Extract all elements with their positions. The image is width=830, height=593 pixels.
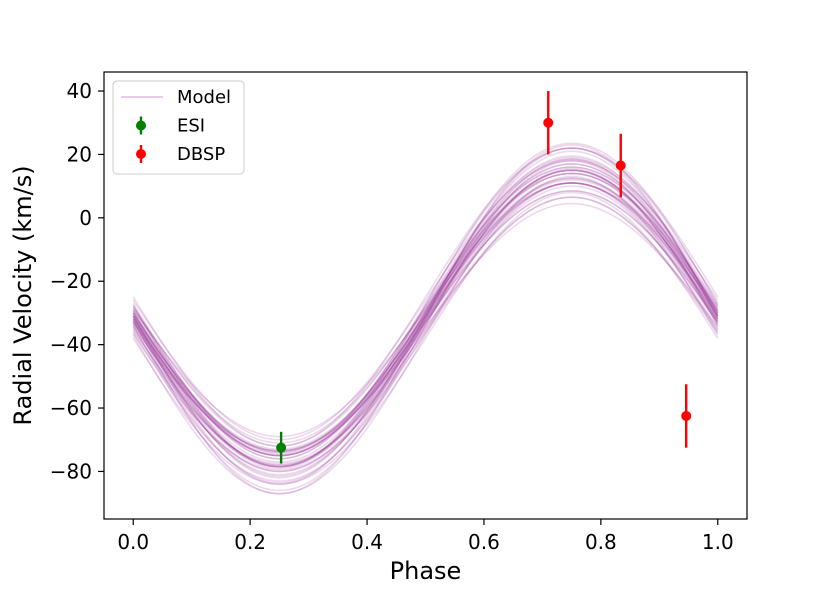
y-tick-label-0: −80 — [50, 459, 92, 483]
y-tick-label-6: 40 — [67, 79, 92, 103]
legend-model-label: Model — [177, 87, 231, 108]
model-curve-17 — [132, 159, 719, 441]
dbsp-point-3 — [681, 384, 692, 448]
legend-dbsp-marker — [136, 149, 146, 159]
plot-frame — [103, 71, 748, 520]
model-curve-19 — [132, 202, 719, 452]
model-curve-39 — [132, 182, 719, 457]
y-axis-label: Radial Velocity (km/s) — [9, 165, 37, 425]
x-axis: 0.0 0.2 0.4 0.6 0.8 1.0 — [117, 519, 734, 554]
legend: Model ESI DBSP — [112, 80, 245, 175]
model-curve-13 — [132, 182, 719, 482]
model-curve-11 — [132, 190, 719, 452]
model-curve-27 — [132, 191, 719, 485]
y-tick-label-4: 0 — [79, 206, 92, 230]
x-axis-label: Phase — [390, 557, 462, 585]
y-tick-label-2: −40 — [50, 333, 92, 357]
legend-dbsp-label: DBSP — [177, 144, 225, 165]
x-tick-label-3: 0.6 — [468, 530, 500, 554]
dbsp-marker-1 — [543, 117, 554, 128]
model-curve-34 — [132, 196, 719, 471]
legend-esi-marker — [136, 120, 146, 131]
model-curve-25 — [132, 177, 719, 468]
model-curve-8 — [132, 185, 719, 473]
y-tick-label-5: 20 — [67, 142, 92, 166]
data-points — [276, 91, 692, 464]
x-tick-label-1: 0.2 — [234, 530, 266, 554]
dbsp-point-2 — [615, 133, 626, 198]
model-curve-1 — [132, 182, 719, 451]
y-tick-label-1: −60 — [50, 396, 92, 420]
y-tick-label-3: −20 — [50, 269, 92, 293]
model-curve-29 — [132, 178, 719, 457]
y-axis: −80 −60 −40 −20 0 20 40 — [50, 79, 104, 483]
model-curve-36 — [132, 190, 719, 455]
x-tick-label-0: 0.0 — [117, 530, 149, 554]
dbsp-marker-3 — [681, 410, 692, 421]
dbsp-marker-2 — [615, 160, 626, 171]
model-curves — [132, 142, 719, 495]
x-tick-label-4: 0.8 — [585, 530, 617, 554]
model-curve-18 — [132, 175, 719, 495]
model-curve-23 — [132, 196, 719, 465]
legend-esi-label: ESI — [177, 116, 205, 137]
x-tick-label-2: 0.4 — [351, 530, 383, 554]
esi-marker-1 — [276, 442, 287, 453]
esi-point-1 — [276, 431, 287, 464]
legend-box — [112, 80, 245, 175]
model-curve-5 — [132, 182, 719, 438]
model-curve-14 — [132, 182, 719, 466]
x-tick-label-5: 1.0 — [702, 530, 734, 554]
dbsp-point-1 — [543, 91, 554, 155]
